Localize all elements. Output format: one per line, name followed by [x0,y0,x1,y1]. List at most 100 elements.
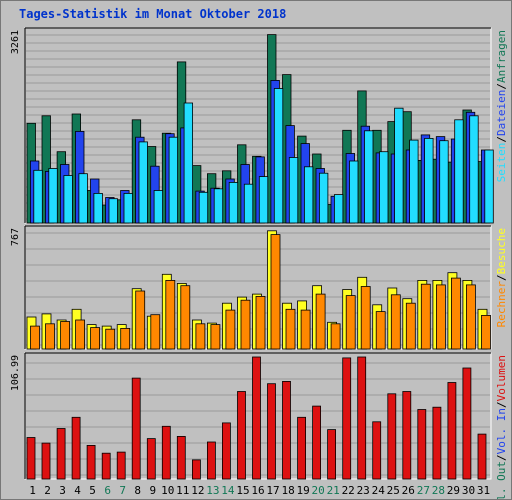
bar-volumen-day-1 [26,437,36,480]
bar-rechner-day-1 [30,325,40,350]
bar-rechner-day-12 [195,323,206,350]
bar-seiten-day-9 [153,190,164,224]
bar-rechner-day-8 [135,290,146,350]
bar-volumen-day-2 [41,442,51,480]
bar-seiten-day-28 [439,140,449,224]
bar-seiten-day-6 [108,198,118,224]
legend-besuche: Besuche [495,228,508,274]
legend-separator: / [495,83,508,90]
bar-seiten-day-10 [168,136,179,224]
x-tick-label-day-19: 19 [296,484,309,497]
bar-volumen-day-21 [327,429,337,480]
x-tick-label-day-14: 14 [221,484,235,497]
bar-rechner-day-13 [210,324,221,350]
bar-volumen-day-9 [146,438,156,480]
bar-seiten-day-20 [318,172,329,224]
bar-volumen-day-20 [312,405,322,480]
x-tick-label-day-3: 3 [59,484,66,497]
legend-separator: / [495,136,508,143]
bar-rechner-day-6 [105,328,116,350]
bar-volumen-day-23 [357,356,367,480]
x-tick-label-day-26: 26 [402,484,415,497]
bar-volumen-day-22 [342,357,352,480]
x-tick-label-day-15: 15 [236,484,249,497]
bar-seiten-day-14 [228,181,239,224]
bar-rechner-day-18 [285,308,296,350]
bar-volumen-day-3 [56,428,66,480]
x-tick-label-day-13: 13 [206,484,219,497]
x-tick-label-day-12: 12 [191,484,204,497]
x-tick-label-day-5: 5 [89,484,96,497]
y-axis-max-label: 3261 [10,30,21,54]
bar-rechner-day-21 [330,323,341,350]
bar-seiten-day-16 [258,176,269,224]
x-tick-label-day-4: 4 [74,484,81,497]
bar-seiten-day-7 [123,192,133,224]
bar-rechner-day-22 [345,295,356,350]
bar-volumen-day-12 [191,459,201,480]
legend-dateien: Dateien [495,90,508,136]
right-legend: Seiten/Dateien/Anfragen [495,30,508,182]
bar-seiten-day-30 [469,115,479,224]
bar-volumen-day-29 [447,382,457,480]
bar-seiten-day-17 [273,88,284,224]
bar-rechner-day-11 [180,285,191,350]
x-tick-label-day-28: 28 [432,484,445,497]
bar-volumen-day-19 [297,416,307,480]
bar-rechner-day-9 [150,314,161,350]
bar-volumen-day-27 [417,409,427,480]
bar-volumen-day-31 [477,433,487,480]
bar-rechner-day-10 [165,279,176,350]
bar-seiten-day-18 [288,157,299,224]
bar-rechner-day-27 [420,283,431,350]
middle-panel: 767 Rechner/Besuche [10,225,508,350]
bar-rechner-day-16 [255,295,266,350]
bar-seiten-day-25 [394,107,404,224]
bar-seiten-day-22 [349,160,359,224]
bar-seiten-day-12 [198,191,209,224]
bar-rechner-day-3 [60,321,70,350]
bar-volumen-day-15 [237,391,246,480]
bar-rechner-day-4 [75,319,85,350]
x-tick-label-day-11: 11 [176,484,189,497]
x-tick-label-day-20: 20 [311,484,324,497]
bar-rechner-day-30 [465,284,476,350]
bar-rechner-day-7 [120,327,131,350]
bar-volumen-day-16 [252,356,261,480]
bar-volumen-day-11 [176,435,186,480]
x-tick-label-day-23: 23 [357,484,370,497]
bar-rechner-day-5 [90,327,100,350]
bar-rechner-day-19 [300,309,311,350]
bar-seiten-day-5 [93,192,103,224]
x-tick-label-day-18: 18 [281,484,294,497]
legend-separator: / [495,401,508,408]
bar-volumen-day-7 [116,451,126,480]
x-tick-label-day-16: 16 [251,484,264,497]
legend-volumen: Volumen [495,355,508,401]
legend-vol-out: Vol. Out [495,461,508,499]
bar-volumen-day-13 [206,441,216,480]
bar-rechner-day-24 [375,311,386,350]
legend-seiten: Seiten [495,143,508,183]
x-tick-label-day-27: 27 [417,484,430,497]
bar-seiten-day-27 [424,137,434,224]
bar-seiten-day-23 [364,130,374,224]
x-tick-label-day-22: 22 [342,484,355,497]
bar-rechner-day-25 [390,294,401,350]
bar-seiten-day-19 [303,166,314,224]
x-tick-label-day-24: 24 [372,484,386,497]
bar-seiten-day-21 [333,194,344,224]
bar-volumen-day-26 [402,391,412,480]
x-tick-label-day-25: 25 [387,484,400,497]
x-tick-label-day-30: 30 [462,484,475,497]
bar-volumen-day-14 [221,422,231,480]
x-tick-label-day-9: 9 [149,484,156,497]
x-tick-label-day-1: 1 [29,484,36,497]
bar-seiten-day-26 [409,139,419,224]
bar-rechner-day-17 [270,234,281,350]
bar-rechner-day-28 [435,284,446,350]
y-axis-max-label: 106.99 [10,355,21,391]
